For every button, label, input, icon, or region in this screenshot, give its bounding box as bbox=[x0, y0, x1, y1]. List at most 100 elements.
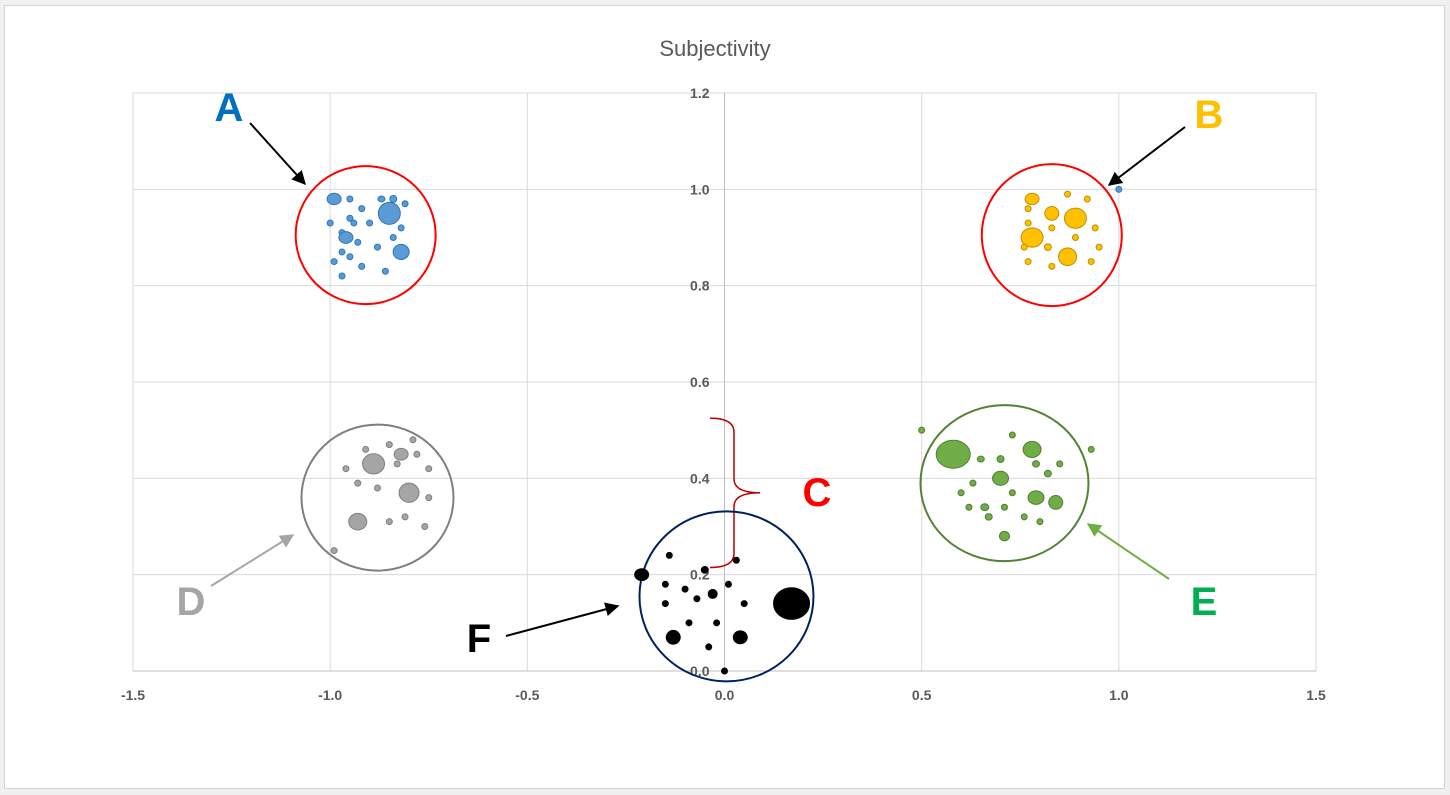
tick-labels: -1.5 -1.0 -0.5 0.0 0.5 1.0 1.50.00.20.40.60.81… bbox=[121, 85, 1326, 703]
data-point bbox=[1048, 262, 1056, 270]
data-point bbox=[326, 219, 334, 227]
cluster-circle bbox=[919, 404, 1090, 563]
callout-label: D bbox=[177, 580, 206, 624]
y-tick-label: 1.2 bbox=[690, 85, 710, 101]
data-point bbox=[1056, 460, 1064, 468]
data-point bbox=[700, 565, 709, 574]
data-point bbox=[1048, 224, 1056, 232]
data-point bbox=[326, 192, 342, 206]
data-point bbox=[724, 580, 732, 588]
data-point bbox=[342, 465, 350, 473]
data-point bbox=[1095, 243, 1103, 251]
data-point bbox=[1083, 195, 1091, 203]
data-point bbox=[1071, 234, 1079, 241]
callout-label: E bbox=[1191, 580, 1218, 624]
data-point bbox=[381, 267, 389, 275]
data-point bbox=[1064, 190, 1072, 198]
data-point bbox=[401, 513, 409, 521]
data-point bbox=[918, 426, 926, 434]
data-points bbox=[326, 185, 1123, 675]
callout-label: F bbox=[467, 617, 491, 661]
data-point bbox=[385, 441, 393, 449]
data-point bbox=[413, 450, 421, 458]
y-tick-label: 1.0 bbox=[690, 181, 710, 197]
data-point bbox=[425, 465, 433, 473]
data-point bbox=[984, 513, 993, 521]
data-point bbox=[425, 494, 433, 502]
data-point bbox=[1044, 206, 1060, 221]
data-point bbox=[732, 556, 740, 564]
data-point bbox=[1087, 445, 1095, 453]
data-point bbox=[740, 600, 748, 608]
data-point bbox=[338, 231, 354, 244]
cluster-circle bbox=[980, 163, 1123, 308]
data-point bbox=[1024, 205, 1032, 213]
data-point bbox=[1087, 258, 1095, 266]
data-point bbox=[346, 214, 354, 222]
data-point bbox=[1048, 495, 1064, 510]
data-point bbox=[346, 253, 354, 261]
callout-label: B bbox=[1195, 93, 1224, 137]
data-point bbox=[713, 619, 721, 627]
data-point bbox=[1008, 431, 1016, 439]
cluster-circles bbox=[294, 163, 1123, 683]
x-tick-label: -0.5 bbox=[515, 687, 539, 703]
data-point bbox=[366, 219, 374, 227]
data-point bbox=[1043, 469, 1052, 478]
data-point bbox=[969, 479, 977, 487]
data-point bbox=[354, 238, 362, 246]
data-point bbox=[665, 629, 681, 645]
data-point bbox=[721, 667, 728, 675]
data-point bbox=[661, 580, 669, 588]
data-point bbox=[346, 195, 354, 203]
data-point bbox=[773, 587, 811, 620]
data-point bbox=[354, 479, 362, 487]
data-point bbox=[397, 224, 405, 232]
chart-title: Subjectivity bbox=[659, 36, 770, 61]
callout-arrow bbox=[505, 602, 620, 637]
cluster-circle bbox=[638, 510, 815, 683]
data-point bbox=[358, 262, 366, 270]
data-point bbox=[373, 243, 381, 251]
data-point bbox=[350, 219, 358, 227]
callout-label: A bbox=[215, 86, 244, 130]
data-point bbox=[957, 489, 965, 497]
data-point bbox=[338, 248, 346, 256]
data-point bbox=[393, 447, 409, 461]
data-point bbox=[389, 195, 398, 203]
data-point bbox=[362, 445, 370, 453]
x-tick-label: 1.0 bbox=[1109, 687, 1129, 703]
cluster-circle bbox=[294, 165, 437, 306]
data-point bbox=[1022, 440, 1042, 459]
data-point bbox=[362, 453, 386, 475]
data-point bbox=[1036, 518, 1044, 526]
data-point bbox=[707, 588, 718, 599]
y-tick-label: 0.8 bbox=[690, 278, 710, 294]
chart-frame: Subjectivity -1.5 -1.0 -0.5 0.0 0.5 1.0 1.5 0.0… bbox=[4, 5, 1445, 789]
x-tick-label: 0.5 bbox=[912, 687, 932, 703]
callouts: A B C D E F bbox=[177, 86, 1224, 661]
data-point bbox=[976, 455, 985, 463]
data-point bbox=[634, 568, 650, 582]
callout-arrow bbox=[210, 534, 295, 587]
data-point bbox=[1043, 243, 1052, 251]
data-point bbox=[1020, 243, 1028, 251]
x-tick-label: -1.0 bbox=[318, 687, 342, 703]
data-point bbox=[377, 195, 386, 203]
data-point bbox=[992, 470, 1010, 486]
data-point bbox=[1058, 247, 1078, 267]
x-tick-label: -1.5 bbox=[121, 687, 145, 703]
data-point bbox=[1008, 489, 1016, 497]
data-point bbox=[393, 460, 401, 468]
data-point bbox=[998, 530, 1010, 542]
data-point bbox=[1024, 219, 1032, 227]
data-point bbox=[965, 503, 973, 511]
data-point bbox=[685, 619, 693, 627]
data-point bbox=[421, 523, 429, 530]
data-point bbox=[1032, 460, 1041, 468]
x-tick-label: 1.5 bbox=[1306, 687, 1326, 703]
data-point bbox=[681, 585, 689, 593]
data-point bbox=[665, 551, 673, 559]
data-point bbox=[358, 205, 366, 213]
data-point bbox=[392, 243, 410, 260]
